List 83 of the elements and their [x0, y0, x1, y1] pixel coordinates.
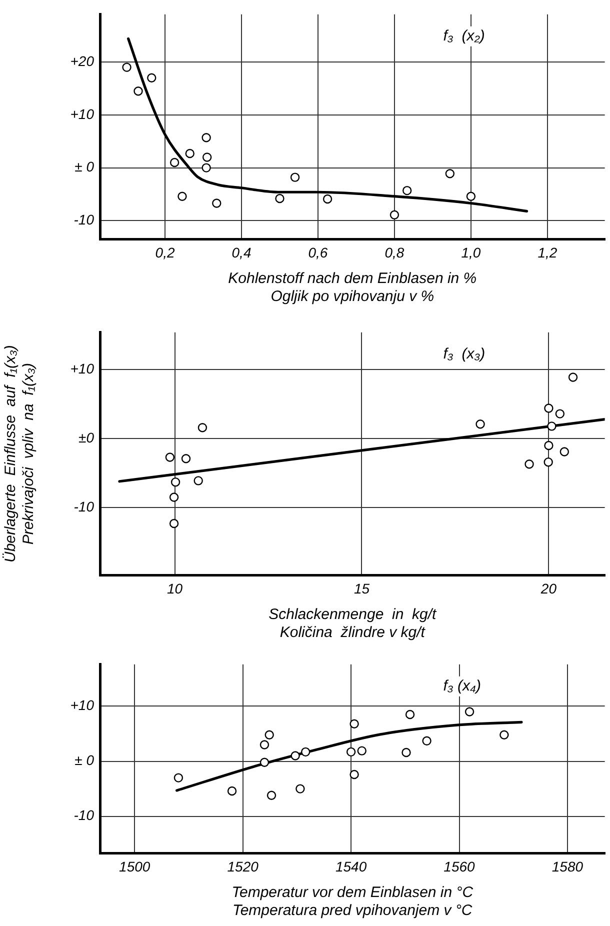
point	[165, 452, 175, 462]
annotation: f₃ (x₃)	[443, 346, 486, 363]
y-tick-label: -10	[74, 212, 94, 228]
point	[544, 440, 554, 450]
x-axis-title: Temperatur vor dem Einblasen in °C Temperatura pred vpihovanjem v °C	[232, 884, 474, 920]
x-tick-label: 1,0	[461, 244, 481, 260]
point	[346, 747, 356, 757]
point	[290, 172, 300, 182]
point	[466, 192, 476, 201]
point	[296, 784, 305, 794]
x-tick-label: 1,2	[538, 244, 558, 260]
x-axis-title: Kohlenstoff nach dem Einblasen in % Ogljik po vpihovanju v %	[228, 270, 477, 306]
point	[544, 457, 553, 467]
y-tick-label: ±0	[78, 430, 94, 446]
point	[568, 372, 578, 382]
point	[181, 454, 191, 464]
point	[202, 152, 212, 162]
annotation: f₃ (x₄)	[443, 678, 482, 695]
point	[122, 62, 132, 72]
point	[357, 746, 366, 756]
y-tick-label: -10	[74, 807, 94, 824]
point	[147, 73, 156, 82]
point	[500, 730, 509, 740]
point	[445, 169, 455, 178]
point	[464, 707, 474, 716]
point	[174, 773, 184, 782]
x-tick-label: 15	[354, 580, 370, 596]
point	[169, 492, 179, 502]
x-axis-title: Schlackenmenge in kg/t Količina žlindre v kg/t	[268, 606, 438, 642]
point	[422, 736, 432, 746]
point	[260, 740, 270, 750]
point	[322, 194, 332, 204]
x-tick-label: 0,6	[308, 244, 328, 260]
x-tick-label: 20	[540, 580, 557, 596]
point	[524, 460, 534, 469]
point	[202, 133, 211, 142]
point	[134, 86, 143, 96]
y-tick-label: -10	[74, 498, 94, 514]
x-tick-label: 10	[166, 580, 183, 596]
point	[227, 786, 237, 796]
point	[402, 748, 411, 758]
point	[170, 477, 180, 487]
y-tick-label: ± 0	[74, 158, 94, 175]
point	[390, 210, 400, 220]
point	[194, 476, 203, 486]
y-tick-label: +10	[70, 697, 94, 714]
point	[275, 194, 284, 204]
point	[402, 186, 412, 196]
point	[547, 422, 556, 431]
point	[169, 518, 179, 528]
point	[350, 719, 359, 728]
point	[266, 790, 276, 800]
x-tick-label: 1520	[227, 858, 259, 874]
y-tick-label: ± 0	[74, 752, 94, 768]
y-tick-label: +20	[70, 52, 94, 69]
point	[170, 158, 180, 168]
y-tick-label: +10	[70, 360, 94, 377]
y-tick-label: +10	[70, 106, 94, 122]
point	[560, 447, 570, 456]
point	[260, 758, 270, 767]
x-tick-label: 1540	[335, 858, 367, 874]
x-tick-label: 1580	[552, 858, 584, 874]
point	[198, 422, 208, 432]
x-tick-label: 0,4	[232, 244, 252, 260]
y-axis-title: Überlagerte Einflusse auf f₁(x₃) Prekrivajoči vpliv na f₁(x₃)	[2, 345, 38, 563]
point	[544, 404, 554, 413]
x-tick-label: 1500	[119, 858, 150, 874]
point	[476, 420, 485, 429]
point	[555, 409, 565, 418]
point	[212, 198, 222, 208]
point	[350, 770, 359, 780]
line-series	[176, 720, 523, 792]
point	[264, 730, 274, 740]
point	[178, 192, 187, 201]
point	[301, 747, 310, 757]
point	[202, 163, 211, 172]
point	[405, 710, 415, 720]
x-tick-label: 0,8	[384, 244, 404, 260]
x-tick-label: 0,2	[155, 244, 175, 260]
x-tick-label: 1560	[444, 858, 476, 874]
point	[185, 148, 194, 158]
point	[290, 751, 300, 760]
annotation: f₃ (x₂)	[443, 28, 485, 45]
